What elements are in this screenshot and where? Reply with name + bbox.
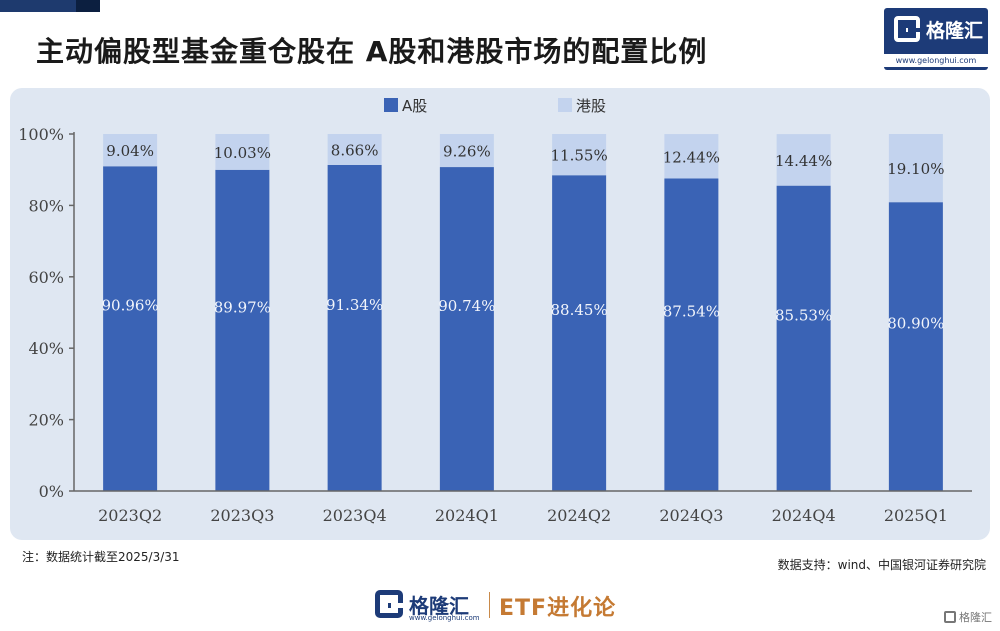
data-label-hk-share-2024Q1: 9.26% xyxy=(443,143,491,161)
legend-swatch-hk-share xyxy=(558,98,572,112)
data-label-a-share-2023Q4: 91.34% xyxy=(326,296,383,314)
x-tick-label: 2024Q1 xyxy=(435,506,499,525)
chart-title: 主动偏股型基金重仓股在 A股和港股市场的配置比例 xyxy=(36,35,708,68)
x-tick-label: 2024Q2 xyxy=(547,506,611,525)
y-tick-label: 0% xyxy=(39,482,64,501)
bar-hk-share-2024Q2 xyxy=(552,134,607,176)
bar-hk-share-2024Q3 xyxy=(664,134,719,179)
bar-hk-share-2023Q2 xyxy=(103,134,158,167)
footer-g-icon xyxy=(375,590,403,618)
data-label-hk-share-2024Q2: 11.55% xyxy=(551,147,608,165)
bar-hk-share-2024Q4 xyxy=(776,134,831,186)
top-accent-strip xyxy=(0,0,100,12)
bar-a-share-2023Q3 xyxy=(215,169,270,491)
footer-brand-text: 格隆汇 xyxy=(409,594,469,618)
data-label-a-share-2024Q1: 90.74% xyxy=(438,297,495,315)
data-label-a-share-2024Q2: 88.45% xyxy=(551,301,608,319)
x-tick-label: 2023Q3 xyxy=(210,506,274,525)
y-tick-label: 20% xyxy=(28,411,64,430)
data-note: 注：数据统计截至2025/3/31 xyxy=(22,550,180,564)
data-label-hk-share-2024Q3: 12.44% xyxy=(663,148,720,166)
data-label-a-share-2024Q4: 85.53% xyxy=(775,306,832,324)
y-axis: 0% 20% 40% 60% 80% 100% xyxy=(18,125,75,501)
x-tick-label: 2024Q4 xyxy=(772,506,836,525)
brand-logo: 格隆汇 www.gelonghui.com xyxy=(884,8,988,70)
legend-swatch-a-share xyxy=(384,98,398,112)
y-tick-label: 60% xyxy=(28,268,64,287)
legend-label-a-share: A股 xyxy=(402,97,427,115)
bar-a-share-2024Q2 xyxy=(552,175,607,491)
data-label-a-share-2025Q1: 80.90% xyxy=(887,315,944,333)
legend-label-hk-share: 港股 xyxy=(576,97,606,115)
logo-brand-text: 格隆汇 xyxy=(926,20,984,42)
x-tick-label: 2023Q4 xyxy=(323,506,387,525)
bar-a-share-2024Q1 xyxy=(439,167,494,491)
logo-g-icon xyxy=(894,16,920,42)
bar-a-share-2023Q4 xyxy=(327,164,382,491)
data-label-hk-share-2025Q1: 19.10% xyxy=(887,160,944,178)
footer-logo: 格隆汇 www.gelonghui.com ETF进化论 xyxy=(375,588,645,622)
corner-watermark: 格隆汇 xyxy=(944,609,992,625)
x-tick-label: 2023Q2 xyxy=(98,506,162,525)
data-label-hk-share-2024Q4: 14.44% xyxy=(775,152,832,170)
x-axis: 2023Q2 2023Q3 2023Q4 2024Q1 2024Q2 2024Q3 2024… xyxy=(74,490,972,525)
bar-a-share-2024Q4 xyxy=(776,185,831,491)
data-label-hk-share-2023Q4: 8.66% xyxy=(331,141,379,159)
bar-a-share-2024Q3 xyxy=(664,178,719,492)
data-label-hk-share-2023Q2: 9.04% xyxy=(106,142,154,160)
footer-etf-text: ETF进化论 xyxy=(499,596,617,621)
data-label-a-share-2023Q2: 90.96% xyxy=(102,297,159,315)
footer-divider xyxy=(489,592,490,618)
bar-hk-share-2025Q1 xyxy=(888,134,943,203)
bar-a-share-2025Q1 xyxy=(888,202,943,491)
bar-hk-share-2023Q4 xyxy=(327,134,382,165)
corner-g-icon xyxy=(944,611,956,623)
bar-hk-share-2023Q3 xyxy=(215,134,270,170)
data-label-a-share-2024Q3: 87.54% xyxy=(663,303,720,321)
data-label-a-share-2023Q3: 89.97% xyxy=(214,298,271,316)
legend: A股 港股 xyxy=(384,97,606,115)
bar-hk-share-2024Q1 xyxy=(439,134,494,168)
corner-mark-text: 格隆汇 xyxy=(959,611,992,624)
data-label-hk-share-2023Q3: 10.03% xyxy=(214,144,271,162)
bars: 9.04% 90.96% 10.03% 89.97% 8.66% 91.34% 9.26% 9… xyxy=(102,134,944,492)
y-tick-label: 40% xyxy=(28,339,64,358)
data-source: 数据支持：wind、中国银河证券研究院 xyxy=(777,558,986,572)
footer-url: www.gelonghui.com xyxy=(409,614,480,622)
y-tick-label: 80% xyxy=(28,196,64,215)
stacked-bar-chart: A股 港股 0% 20% 40% 60% 80% 100% 9.04% 90.96% 10.03… xyxy=(18,97,972,525)
x-tick-label: 2024Q3 xyxy=(659,506,723,525)
x-tick-label: 2025Q1 xyxy=(884,506,948,525)
y-tick-label: 100% xyxy=(18,125,64,144)
bar-a-share-2023Q2 xyxy=(103,166,158,491)
logo-url: www.gelonghui.com xyxy=(884,54,988,67)
